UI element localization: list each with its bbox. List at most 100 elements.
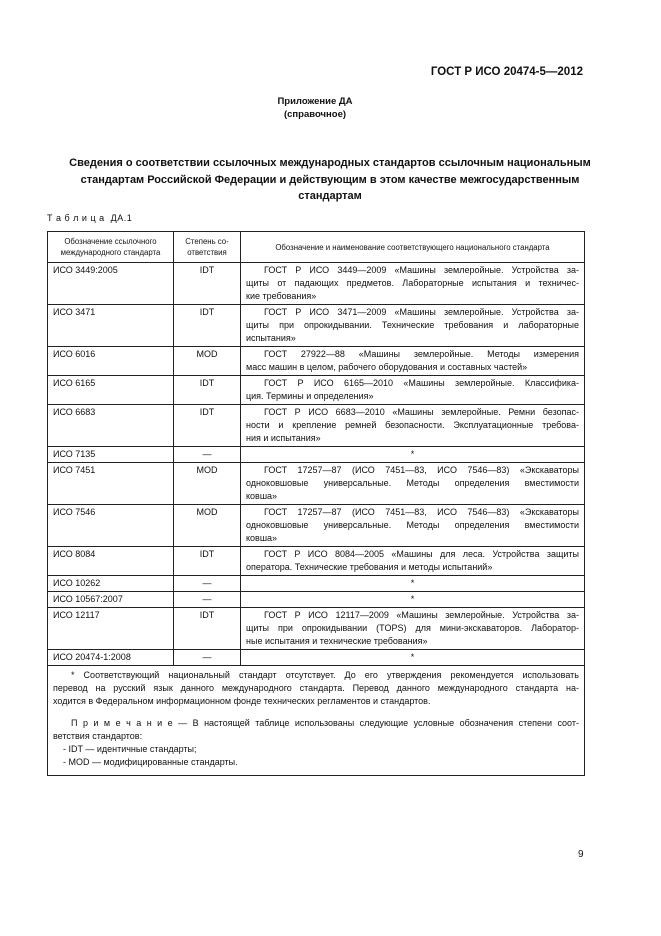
table-row: ИСО 6165 IDT ГОСТ Р ИСО 6165—2010 «Машины … [47, 375, 585, 405]
national-standard: ГОСТ Р ИСО 3471—2009 «Машины землеройные… [240, 304, 585, 347]
legend-mod: - MOD — модифицированные стандарты. [63, 757, 238, 767]
national-standard: ГОСТ 17257—87 (ИСО 7451—83, ИСО 7546—83)… [240, 504, 585, 547]
standards-table: Обозначение ссылочного международного ст… [47, 231, 585, 776]
iso-standard: ИСО 10567:2007 [47, 591, 174, 608]
degree: MOD [173, 346, 241, 376]
table-row: ИСО 10262— * [47, 575, 585, 592]
annex-title: Приложение ДА [277, 96, 353, 107]
degree: IDT [173, 262, 241, 305]
no-standard-mark: * [410, 594, 415, 604]
iso-standard: ИСО 7451 [47, 462, 174, 505]
note-line: ветствия стандартов: [53, 731, 143, 741]
degree: — [173, 591, 241, 608]
national-standard: * [240, 446, 585, 463]
text-line: ГОСТ Р ИСО 6165—2010 «Машины землеройные… [264, 378, 579, 388]
header-degree: Степень со-ответствия [173, 231, 241, 263]
header-national: Обозначение и наименование соответствующ… [240, 231, 585, 263]
header-iso: Обозначение ссылочного международного ст… [47, 231, 174, 263]
text-line: кие требования» [246, 291, 317, 301]
iso-standard: ИСО 7135 [47, 446, 174, 463]
table-row: ИСО 8084 IDT ГОСТ Р ИСО 8084—2005 «Машины … [47, 546, 585, 576]
table-row: ИСО 20474-1:2008— * [47, 649, 585, 666]
national-standard: ГОСТ 17257—87 (ИСО 7451—83, ИСО 7546—83)… [240, 462, 585, 505]
legend-idt: - IDT — идентичные стандарты; [63, 744, 197, 754]
iso-standard: ИСО 6165 [47, 375, 174, 405]
degree: IDT [173, 546, 241, 576]
note-line: П р и м е ч а н и е — В настоящей таблиц… [71, 718, 579, 728]
footnote-line: * Соответствующий национальный стандарт … [71, 670, 579, 680]
iso-standard: ИСО 20474-1:2008 [47, 649, 174, 666]
national-standard: ГОСТ Р ИСО 8084—2005 «Машины для леса. У… [240, 546, 585, 576]
text-line: масс машин в целом, рабочего оборудовани… [246, 362, 528, 372]
text-line: ГОСТ 17257—87 (ИСО 7451—83, ИСО 7546—83)… [264, 465, 579, 475]
iso-standard: ИСО 6683 [47, 404, 174, 447]
text-line: ГОСТ Р ИСО 8084—2005 «Машины для леса. У… [264, 549, 579, 559]
text-line: ция. Термины и определения» [246, 391, 374, 401]
table-row: ИСО 3449:2005 IDT ГОСТ Р ИСО 3449—2009 «Ма… [47, 262, 585, 305]
table-row: ИСО 7546 MOD ГОСТ 17257—87 (ИСО 7451—83, И… [47, 504, 585, 547]
text-line: одноковшовые универсальные. Методы опред… [246, 520, 579, 530]
degree: IDT [173, 607, 241, 650]
degree: — [173, 575, 241, 592]
text-line: ковша» [246, 491, 278, 501]
degree: MOD [173, 462, 241, 505]
table-row: ИСО 7451 MOD ГОСТ 17257—87 (ИСО 7451—83, И… [47, 462, 585, 505]
footnote-line: перевод на русский язык данного междунар… [53, 683, 579, 693]
title-line: Сведения о соответствии ссылочных междун… [69, 157, 591, 169]
text-line: ГОСТ 27922—88 «Машины землеройные. Метод… [264, 349, 579, 359]
text-line: ГОСТ Р ИСО 12117—2009 «Машины землеройны… [264, 610, 579, 620]
text-line: щиты при опрокидывании (TOPS) для мини-э… [246, 623, 579, 633]
page-number: 9 [578, 849, 584, 860]
text-line: ГОСТ Р ИСО 3471—2009 «Машины землеройные… [264, 307, 579, 317]
text-line: ГОСТ 17257—87 (ИСО 7451—83, ИСО 7546—83)… [264, 507, 579, 517]
no-standard-mark: * [410, 449, 415, 459]
text-line: одноковшовые универсальные. Методы опред… [246, 478, 579, 488]
title-line: стандартам Российской Федерации и действ… [80, 173, 580, 186]
table-row: ИСО 12117 IDT ГОСТ Р ИСО 12117—2009 «Машин… [47, 607, 585, 650]
table-notes: * Соответствующий национальный стандарт … [47, 665, 585, 776]
table-row: ИСО 3471 IDT ГОСТ Р ИСО 3471—2009 «Машины … [47, 304, 585, 347]
national-standard: ГОСТ Р ИСО 6165—2010 «Машины землеройные… [240, 375, 585, 405]
iso-standard: ИСО 7546 [47, 504, 174, 547]
text-line: ГОСТ Р ИСО 6683—2010 «Машины землеройные… [264, 407, 579, 417]
degree: IDT [173, 404, 241, 447]
text-line: ния и испытания» [246, 433, 321, 443]
text-line: ные испытания и технические требования» [246, 636, 428, 646]
degree: — [173, 446, 241, 463]
national-standard: ГОСТ 27922—88 «Машины землеройные. Метод… [240, 346, 585, 376]
footnote-line: ходится в Федеральном информационном фон… [53, 696, 431, 706]
no-standard-mark: * [410, 652, 415, 662]
iso-standard: ИСО 10262 [47, 575, 174, 592]
iso-standard: ИСО 12117 [47, 607, 174, 650]
text-line: оператора. Технические требования и мето… [246, 562, 493, 572]
national-standard: ГОСТ Р ИСО 3449—2009 «Машины землеройные… [240, 262, 585, 305]
title-line: стандартам [298, 190, 362, 202]
national-standard: ГОСТ Р ИСО 6683—2010 «Машины землеройные… [240, 404, 585, 447]
national-standard: * [240, 591, 585, 608]
table-row: ИСО 10567:2007— * [47, 591, 585, 608]
text-line: ГОСТ Р ИСО 3449—2009 «Машины землеройные… [264, 265, 579, 275]
iso-standard: ИСО 3449:2005 [47, 262, 174, 305]
degree: IDT [173, 304, 241, 347]
text-line: ковша» [246, 533, 278, 543]
table-row: ИСО 6016 MOD ГОСТ 27922—88 «Машины землеро… [47, 346, 585, 376]
text-line: ности и крепление ремней безопасности. Э… [246, 420, 579, 430]
document-id: ГОСТ Р ИСО 20474-5—2012 [430, 66, 583, 78]
national-standard: * [240, 575, 585, 592]
degree: IDT [173, 375, 241, 405]
degree: MOD [173, 504, 241, 547]
no-standard-mark: * [410, 578, 415, 588]
national-standard: * [240, 649, 585, 666]
table-row: ИСО 7135— * [47, 446, 585, 463]
iso-standard: ИСО 6016 [47, 346, 174, 376]
text-line: щиты при опрокидывании. Технические треб… [246, 320, 579, 330]
annex-subtitle: (справочное) [283, 109, 347, 120]
iso-standard: ИСО 8084 [47, 546, 174, 576]
text-line: испытания» [246, 333, 296, 343]
national-standard: ГОСТ Р ИСО 12117—2009 «Машины землеройны… [240, 607, 585, 650]
text-line: щиты от падающих предметов. Лабораторные… [246, 278, 579, 288]
degree: — [173, 649, 241, 666]
section-title: Сведения о соответствии ссылочных междун… [60, 155, 600, 205]
iso-standard: ИСО 3471 [47, 304, 174, 347]
